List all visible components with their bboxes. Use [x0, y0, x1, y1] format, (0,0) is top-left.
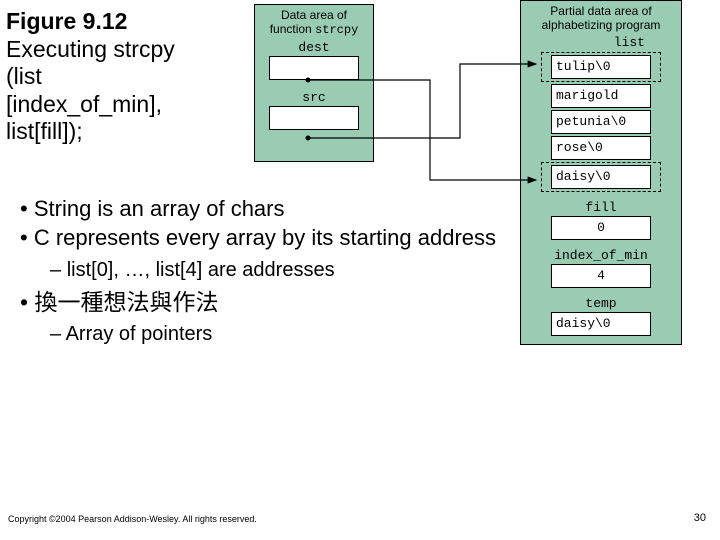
arrows-svg [0, 0, 720, 540]
